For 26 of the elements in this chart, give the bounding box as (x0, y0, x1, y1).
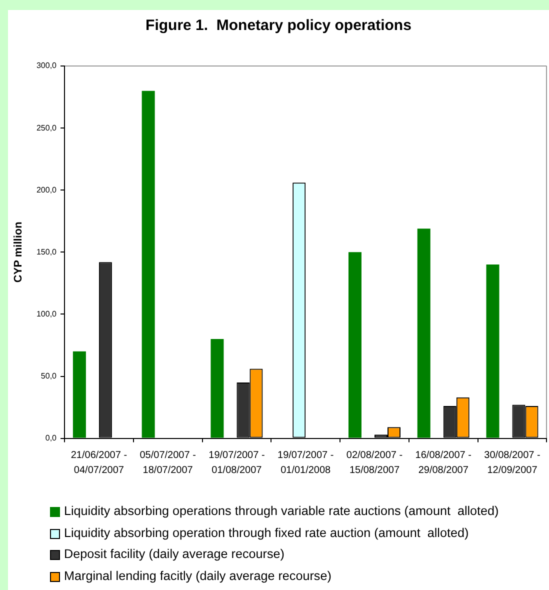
y-tick-label: 50,0 (40, 371, 58, 380)
y-tick-label: 0,0 (45, 434, 58, 443)
bar (72, 351, 86, 438)
y-tick-label: 150,0 (36, 247, 58, 256)
legend-label: Liquidity absorbing operations through variable rate auctions (amount alloted) (64, 503, 499, 520)
y-tick-label: 100,0 (36, 309, 58, 318)
bar (348, 252, 362, 438)
y-axis-title: CYP million (12, 221, 25, 283)
bar (210, 339, 224, 438)
legend-label: Deposit facility (daily average recourse) (64, 546, 284, 564)
y-tick-label: 250,0 (36, 123, 58, 132)
x-tick-label: 05/07/2007 - 18/07/2007 (140, 450, 196, 476)
x-tick-label: 19/07/2007 - 01/08/2007 (208, 450, 265, 476)
bar (417, 228, 430, 438)
y-tick-label: 300,0 (36, 61, 58, 70)
chart-title: Figure 1. Monetary policy operations (144, 16, 412, 36)
x-tick-label: 19/07/2007 - 01/01/2008 (278, 450, 334, 476)
x-tick-label: 16/08/2007 - 29/08/2007 (415, 450, 472, 476)
legend-label: Liquidity absorbing operation through fixed rate auction (amount alloted) (64, 524, 469, 542)
y-tick-label: 200,0 (36, 185, 58, 194)
x-tick-label: 02/08/2007 - 15/08/2007 (346, 450, 403, 476)
legend-label: Marginal lending facitly (daily average recourse) (64, 568, 332, 586)
bar (142, 90, 155, 438)
x-tick-label: 21/06/2007 - 04/07/2007 (70, 450, 128, 476)
x-tick-label: 30/08/2007 - 12/09/2007 (484, 450, 540, 476)
bar (486, 264, 500, 438)
